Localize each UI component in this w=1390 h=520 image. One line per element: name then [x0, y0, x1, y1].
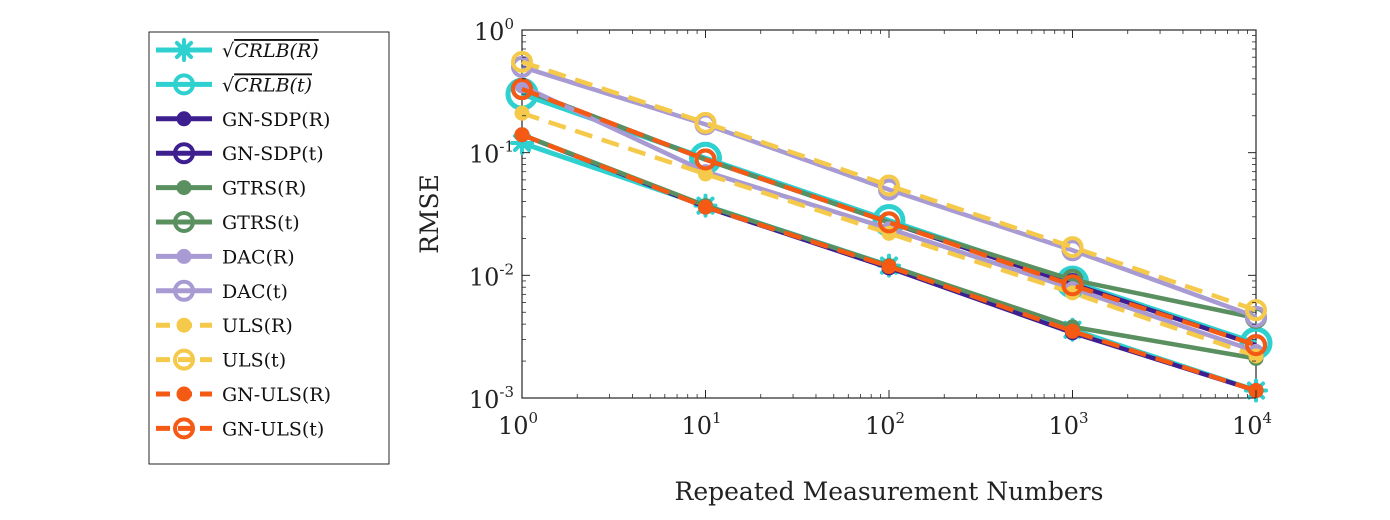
data-point	[878, 174, 900, 197]
legend-entry: √CRLB(t)	[156, 73, 312, 96]
series-line	[521, 59, 1257, 313]
legend-entry: DAC(R)	[156, 246, 295, 268]
legend-label: GTRS(t)	[222, 212, 300, 234]
y-axis-label: RMSE	[415, 174, 444, 254]
legend-marker	[176, 180, 192, 196]
legend-label: GN-ULS(R)	[222, 384, 331, 406]
legend-label: GTRS(R)	[222, 178, 306, 200]
x-tick-label: 102	[865, 409, 905, 440]
legend-entry: ULS(R)	[156, 315, 293, 337]
axis-layer: 100 101 102 103 104 10-3 10-2 10-1 100	[469, 15, 1272, 440]
legend-marker	[173, 279, 195, 302]
legend-marker	[173, 73, 195, 96]
legend-entry: GN-ULS(t)	[156, 417, 324, 440]
series-11	[514, 127, 1264, 399]
data-point	[1245, 299, 1267, 322]
data-point	[694, 148, 717, 171]
legend-marker	[176, 386, 192, 402]
data-point	[694, 111, 717, 134]
legend-entry: GTRS(t)	[156, 211, 300, 234]
x-tick-label: 100	[498, 409, 538, 440]
y-tick-label: 10-2	[469, 260, 514, 291]
legend-marker	[173, 417, 195, 440]
legend-entry: √CRLB(R)	[156, 38, 319, 62]
legend-label: DAC(t)	[222, 281, 288, 303]
y-tick-label: 10-1	[469, 138, 514, 169]
legend-label: GN-ULS(t)	[222, 418, 324, 440]
series-line	[521, 111, 1257, 359]
legend: √CRLB(R) √CRLB(t) GN-SDP(R) GN-SDP(t) GTRS(R…	[148, 31, 390, 465]
legend-entry: GN-SDP(R)	[156, 109, 330, 131]
series-10	[511, 50, 1267, 322]
legend-label: GN-SDP(R)	[222, 109, 330, 131]
legend-entry: GN-SDP(t)	[156, 142, 324, 165]
data-point	[1245, 305, 1267, 328]
data-point	[881, 259, 897, 275]
data-point	[698, 199, 713, 215]
series-line	[521, 86, 1257, 348]
data-point	[511, 78, 533, 101]
legend-label: DAC(R)	[222, 246, 295, 268]
legend-label: √CRLB(t)	[222, 74, 312, 96]
legend-entry: DAC(t)	[156, 279, 288, 303]
data-point	[1245, 334, 1267, 357]
legend-marker	[173, 211, 195, 233]
legend-entry: GN-ULS(R)	[156, 384, 331, 406]
series-line	[521, 132, 1257, 393]
data-point	[878, 211, 900, 234]
data-point	[514, 127, 530, 143]
legend-label: √CRLB(R)	[222, 40, 319, 62]
legend-marker	[176, 248, 192, 264]
legend-label: GN-SDP(t)	[222, 143, 324, 165]
x-axis-label: Repeated Measurement Numbers	[675, 477, 1104, 506]
legend-label: ULS(R)	[222, 315, 293, 337]
data-point	[1065, 323, 1080, 339]
y-tick-label: 100	[474, 15, 514, 46]
legend-marker	[176, 317, 192, 333]
x-tick-label: 101	[681, 409, 721, 440]
legend-marker	[176, 111, 192, 127]
data-point	[1061, 236, 1084, 259]
legend-entry: GTRS(R)	[156, 178, 306, 200]
series-line	[521, 64, 1257, 319]
series-12	[511, 78, 1267, 357]
legend-marker	[173, 348, 195, 371]
data-point	[1061, 274, 1084, 297]
legend-label: ULS(t)	[222, 350, 286, 372]
plot-area: 100 101 102 103 104 10-3 10-2 10-1 100	[469, 15, 1273, 440]
x-tick-label: 103	[1048, 409, 1088, 440]
legend-marker	[173, 142, 195, 165]
x-tick-label: 104	[1232, 409, 1272, 440]
legend-entry: ULS(t)	[156, 348, 286, 372]
y-tick-label: 10-3	[469, 383, 514, 414]
legend-marker	[172, 38, 196, 62]
data-point	[511, 50, 533, 73]
data-point	[514, 105, 530, 121]
